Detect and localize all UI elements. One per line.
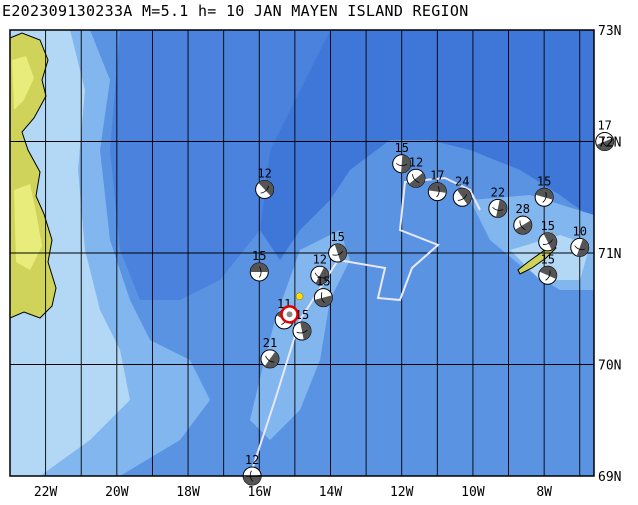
event-beachball[interactable]: 12 <box>242 453 262 486</box>
deep-basin-west <box>110 30 330 300</box>
event-depth-label: 17 <box>597 119 611 133</box>
longitude-label: 20W <box>105 485 129 500</box>
event-beachball[interactable]: 12 <box>255 166 275 199</box>
event-beachball[interactable]: 15 <box>538 219 558 252</box>
longitude-label: 12W <box>390 485 414 500</box>
event-beachball[interactable]: 10 <box>570 224 590 257</box>
event-beachball[interactable]: 12 <box>310 252 330 285</box>
event-depth-label: 15 <box>295 308 309 322</box>
event-beachball[interactable]: 15 <box>392 141 412 174</box>
longitude-label: 14W <box>319 485 343 500</box>
event-beachball[interactable]: 28 <box>513 202 533 235</box>
event-beachball[interactable]: 15 <box>328 230 348 263</box>
event-depth-label: 24 <box>455 174 469 188</box>
longitude-label: 8W <box>536 485 552 500</box>
event-depth-label: 12 <box>313 252 327 266</box>
event-depth-label: 15 <box>316 275 330 289</box>
event-beachball[interactable]: 15 <box>313 275 333 308</box>
event-beachball[interactable]: 15 <box>534 174 554 207</box>
event-depth-label: 17 <box>430 169 444 183</box>
event-beachball[interactable]: 12 <box>406 155 426 188</box>
latitude-label: 72N <box>598 136 621 151</box>
target-event[interactable] <box>280 292 304 324</box>
longitude-label: 22W <box>34 485 58 500</box>
target-event-center <box>286 311 293 318</box>
map-frame <box>9 29 595 477</box>
event-beachball[interactable]: 15 <box>292 308 312 341</box>
event-depth-label: 12 <box>409 155 423 169</box>
event-beachball[interactable]: 21 <box>260 336 280 369</box>
event-beachball[interactable]: 15 <box>249 249 269 282</box>
event-beachball[interactable]: 24 <box>452 174 472 207</box>
longitude-label: 18W <box>176 485 200 500</box>
plate-boundary <box>249 176 481 477</box>
event-depth-label: 15 <box>330 230 344 244</box>
greenland-highland <box>12 56 42 270</box>
event-depth-label: 15 <box>394 141 408 155</box>
longitude-labels: 22W 20W 18W 16W 14W 12W 10W 8W <box>34 485 552 500</box>
epicenter-star-marker <box>295 292 304 301</box>
map-title: E202309130233A M=5.1 h= 10 JAN MAYEN ISL… <box>2 2 469 20</box>
event-depth-label: 28 <box>516 202 530 216</box>
latitude-label: 71N <box>598 247 621 262</box>
event-depth-label: 10 <box>573 224 587 238</box>
event-beachball[interactable]: 17 <box>427 169 447 202</box>
event-depth-label: 22 <box>491 185 505 199</box>
latitude-label: 69N <box>598 470 621 485</box>
event-depth-label: 15 <box>540 219 554 233</box>
event-depth-label: 21 <box>263 336 277 350</box>
event-depth-label: 15 <box>252 249 266 263</box>
event-depth-label: 12 <box>257 166 271 180</box>
latitude-label: 73N <box>598 24 621 39</box>
event-beachball[interactable]: 22 <box>488 185 508 218</box>
event-depth-label: 15 <box>540 252 554 266</box>
latitude-label: 70N <box>598 359 621 374</box>
event-depth-label: 12 <box>245 453 259 467</box>
jan-mayen-island <box>517 243 557 275</box>
event-depth-label: 15 <box>537 174 551 188</box>
event-beachball[interactable]: 15 <box>538 252 558 285</box>
longitude-label: 10W <box>461 485 485 500</box>
longitude-label: 16W <box>248 485 272 500</box>
deep-basin <box>260 30 594 260</box>
latitude-labels: 73N 72N 71N 70N 69N <box>598 24 621 485</box>
event-beachball[interactable]: 17 <box>595 119 615 151</box>
